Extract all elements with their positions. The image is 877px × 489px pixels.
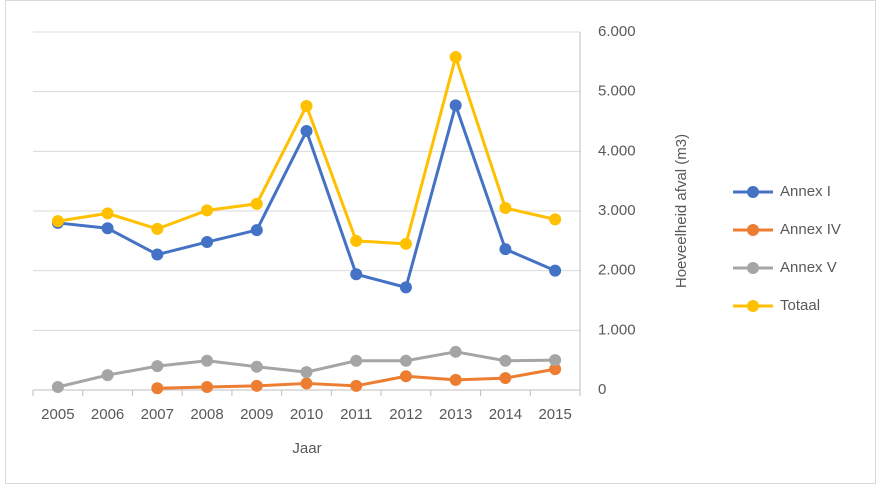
data-point xyxy=(399,354,412,367)
x-tick-label: 2013 xyxy=(439,406,472,423)
legend-label: Annex I xyxy=(780,183,831,200)
x-tick-label: 2010 xyxy=(290,406,323,423)
y-tick-label: 2.000 xyxy=(598,262,636,279)
data-point xyxy=(250,224,263,237)
x-tick-label: 2007 xyxy=(141,406,174,423)
data-point xyxy=(399,281,412,294)
data-point xyxy=(151,382,164,395)
x-tick-label: 2009 xyxy=(240,406,273,423)
data-point xyxy=(51,215,64,228)
data-point xyxy=(300,366,313,379)
data-point xyxy=(201,354,214,367)
legend-swatch-marker xyxy=(747,300,759,312)
data-point xyxy=(549,264,562,277)
y-tick-label: 1.000 xyxy=(598,321,636,338)
data-point xyxy=(499,202,512,215)
data-point xyxy=(499,354,512,367)
data-point xyxy=(449,51,462,64)
x-tick-label: 2006 xyxy=(91,406,124,423)
data-point xyxy=(549,354,562,367)
y-tick-label: 3.000 xyxy=(598,202,636,219)
legend-swatch-marker xyxy=(747,186,759,198)
data-point xyxy=(549,213,562,226)
data-point xyxy=(300,125,313,138)
data-point xyxy=(350,234,363,247)
data-point xyxy=(449,99,462,112)
data-point xyxy=(51,381,64,394)
data-point xyxy=(250,379,263,392)
data-point xyxy=(151,360,164,373)
legend-swatch-marker xyxy=(747,224,759,236)
data-point xyxy=(201,381,214,394)
data-point xyxy=(399,237,412,250)
data-point xyxy=(499,372,512,385)
y-tick-label: 5.000 xyxy=(598,83,636,100)
data-point xyxy=(250,197,263,210)
data-point xyxy=(201,236,214,249)
x-tick-label: 2005 xyxy=(41,406,74,423)
y-tick-label: 4.000 xyxy=(598,142,636,159)
data-point xyxy=(300,377,313,390)
chart-frame xyxy=(5,0,876,484)
y-tick-label: 6.000 xyxy=(598,23,636,40)
data-point xyxy=(499,243,512,256)
data-point xyxy=(101,369,114,382)
x-tick-label: 2011 xyxy=(340,406,372,423)
legend-label: Annex IV xyxy=(780,221,841,238)
data-point xyxy=(399,370,412,383)
data-point xyxy=(449,373,462,386)
data-point xyxy=(151,248,164,261)
x-tick-label: 2014 xyxy=(489,406,522,423)
y-axis-title: Hoeveelheid afval (m3) xyxy=(673,134,690,288)
x-tick-label: 2015 xyxy=(538,406,571,423)
legend-label: Totaal xyxy=(780,297,820,314)
legend-label: Annex V xyxy=(780,259,837,276)
data-point xyxy=(449,345,462,358)
data-point xyxy=(300,99,313,112)
legend-swatch-marker xyxy=(747,262,759,274)
data-point xyxy=(151,222,164,235)
data-point xyxy=(350,354,363,367)
data-point xyxy=(201,204,214,217)
data-point xyxy=(101,207,114,220)
x-tick-label: 2012 xyxy=(389,406,422,423)
data-point xyxy=(350,268,363,281)
x-axis-title: Jaar xyxy=(292,440,321,457)
data-point xyxy=(101,222,114,235)
y-tick-label: 0 xyxy=(598,381,606,398)
data-point xyxy=(350,379,363,392)
data-point xyxy=(250,360,263,373)
data-point xyxy=(549,363,562,376)
x-tick-label: 2008 xyxy=(190,406,223,423)
